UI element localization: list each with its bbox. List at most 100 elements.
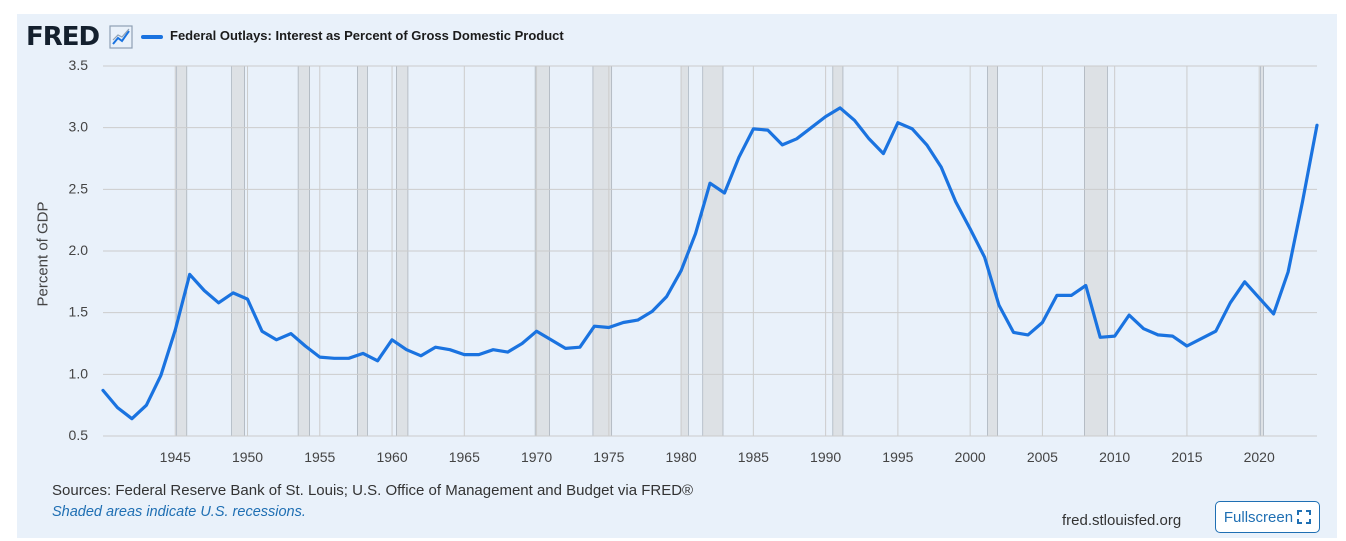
data-point (1012, 331, 1015, 334)
data-point (1214, 329, 1218, 333)
y-tick-label: 3.5 (69, 57, 89, 73)
y-tick-label: 1.5 (69, 304, 89, 320)
data-point (882, 152, 885, 155)
data-point (333, 357, 336, 360)
data-point (275, 338, 278, 341)
data-point (520, 342, 524, 345)
x-tick-label: 1950 (232, 449, 263, 465)
data-point (911, 127, 914, 131)
data-point (607, 326, 611, 329)
data-point (188, 273, 191, 276)
x-tick-label: 1990 (810, 449, 841, 465)
data-point (809, 126, 813, 129)
data-point (781, 143, 784, 147)
legend-swatch (141, 35, 163, 39)
site-url[interactable]: fred.stlouisfed.org (1062, 512, 1182, 529)
data-point (202, 289, 206, 292)
data-point (145, 403, 148, 407)
data-point (390, 338, 394, 341)
x-tick-label: 2005 (1027, 449, 1058, 465)
data-point (650, 310, 654, 313)
data-point (564, 347, 567, 350)
data-point (463, 353, 466, 356)
series-layer (101, 106, 1319, 421)
data-point (549, 338, 553, 341)
data-point (506, 350, 509, 354)
data-point (1070, 294, 1073, 297)
data-point (376, 359, 379, 362)
data-point (1099, 336, 1102, 339)
data-point (448, 348, 452, 351)
data-point (1243, 280, 1246, 284)
line-chart: 0.51.01.52.02.53.03.5 1945 1950 1955 1960 19… (69, 57, 1319, 465)
data-point (723, 191, 726, 195)
data-point (246, 297, 249, 301)
data-point (304, 344, 307, 348)
data-point (1026, 333, 1030, 337)
data-point (1185, 344, 1189, 348)
data-point (1229, 301, 1232, 304)
data-point (1084, 284, 1087, 287)
data-point (130, 417, 134, 420)
x-tick-layer: 1945 1950 1955 1960 1965 1970 1975 1980 1985 1990… (160, 449, 1275, 465)
x-tick-label: 1980 (666, 449, 697, 465)
data-point (694, 232, 697, 235)
fullscreen-button[interactable]: Fullscreen (1215, 501, 1320, 533)
y-tick-label: 1.0 (69, 365, 89, 381)
data-point (1272, 312, 1275, 316)
x-tick-label: 1985 (738, 449, 769, 465)
data-point (1041, 321, 1044, 324)
x-tick-label: 1955 (304, 449, 335, 465)
y-tick-label: 2.0 (69, 242, 89, 258)
fullscreen-label: Fullscreen (1223, 508, 1294, 526)
data-point (159, 374, 163, 377)
data-point (593, 325, 596, 328)
data-point (954, 200, 957, 203)
data-point (665, 295, 668, 298)
data-point (535, 329, 538, 333)
data-point (896, 121, 900, 124)
data-point (679, 269, 683, 272)
legend-label[interactable]: Federal Outlays: Interest as Percent of … (170, 28, 564, 43)
data-point (795, 137, 798, 140)
y-tick-label: 2.5 (69, 180, 89, 196)
data-point (347, 357, 350, 360)
data-point (361, 352, 365, 355)
data-point (867, 137, 871, 140)
line-chart-icon[interactable] (109, 25, 133, 49)
data-point (116, 406, 119, 409)
x-tick-label: 2020 (1244, 449, 1275, 465)
data-point (492, 348, 495, 351)
grid-layer (103, 65, 1317, 437)
data-point (752, 127, 755, 131)
data-point (983, 255, 986, 259)
data-point (766, 128, 770, 132)
data-point (1286, 270, 1290, 274)
data-point (1113, 334, 1116, 338)
y-tick-layer: 0.5 1.0 1.5 2.0 2.5 3.0 3.5 (69, 57, 89, 443)
expand-icon (1297, 510, 1312, 524)
data-point (260, 329, 264, 333)
data-point (1315, 124, 1319, 127)
data-point (636, 318, 639, 322)
data-point (434, 346, 437, 349)
x-tick-label: 2000 (955, 449, 986, 465)
x-tick-label: 1965 (449, 449, 480, 465)
data-point (231, 291, 235, 295)
data-point (708, 181, 712, 185)
data-point (1142, 327, 1145, 330)
data-point (1156, 333, 1160, 337)
data-point (853, 119, 856, 122)
data-point (1200, 337, 1203, 340)
data-point (1301, 200, 1304, 203)
data-point (289, 332, 293, 335)
y-tick-label: 0.5 (69, 427, 89, 443)
x-tick-label: 2015 (1171, 449, 1202, 465)
x-tick-label: 1995 (882, 449, 913, 465)
data-point (737, 156, 741, 159)
x-tick-label: 1970 (521, 449, 552, 465)
fred-logo[interactable]: FRED (26, 22, 100, 52)
data-point (1257, 296, 1261, 300)
data-point (622, 321, 625, 324)
data-point (824, 115, 827, 118)
